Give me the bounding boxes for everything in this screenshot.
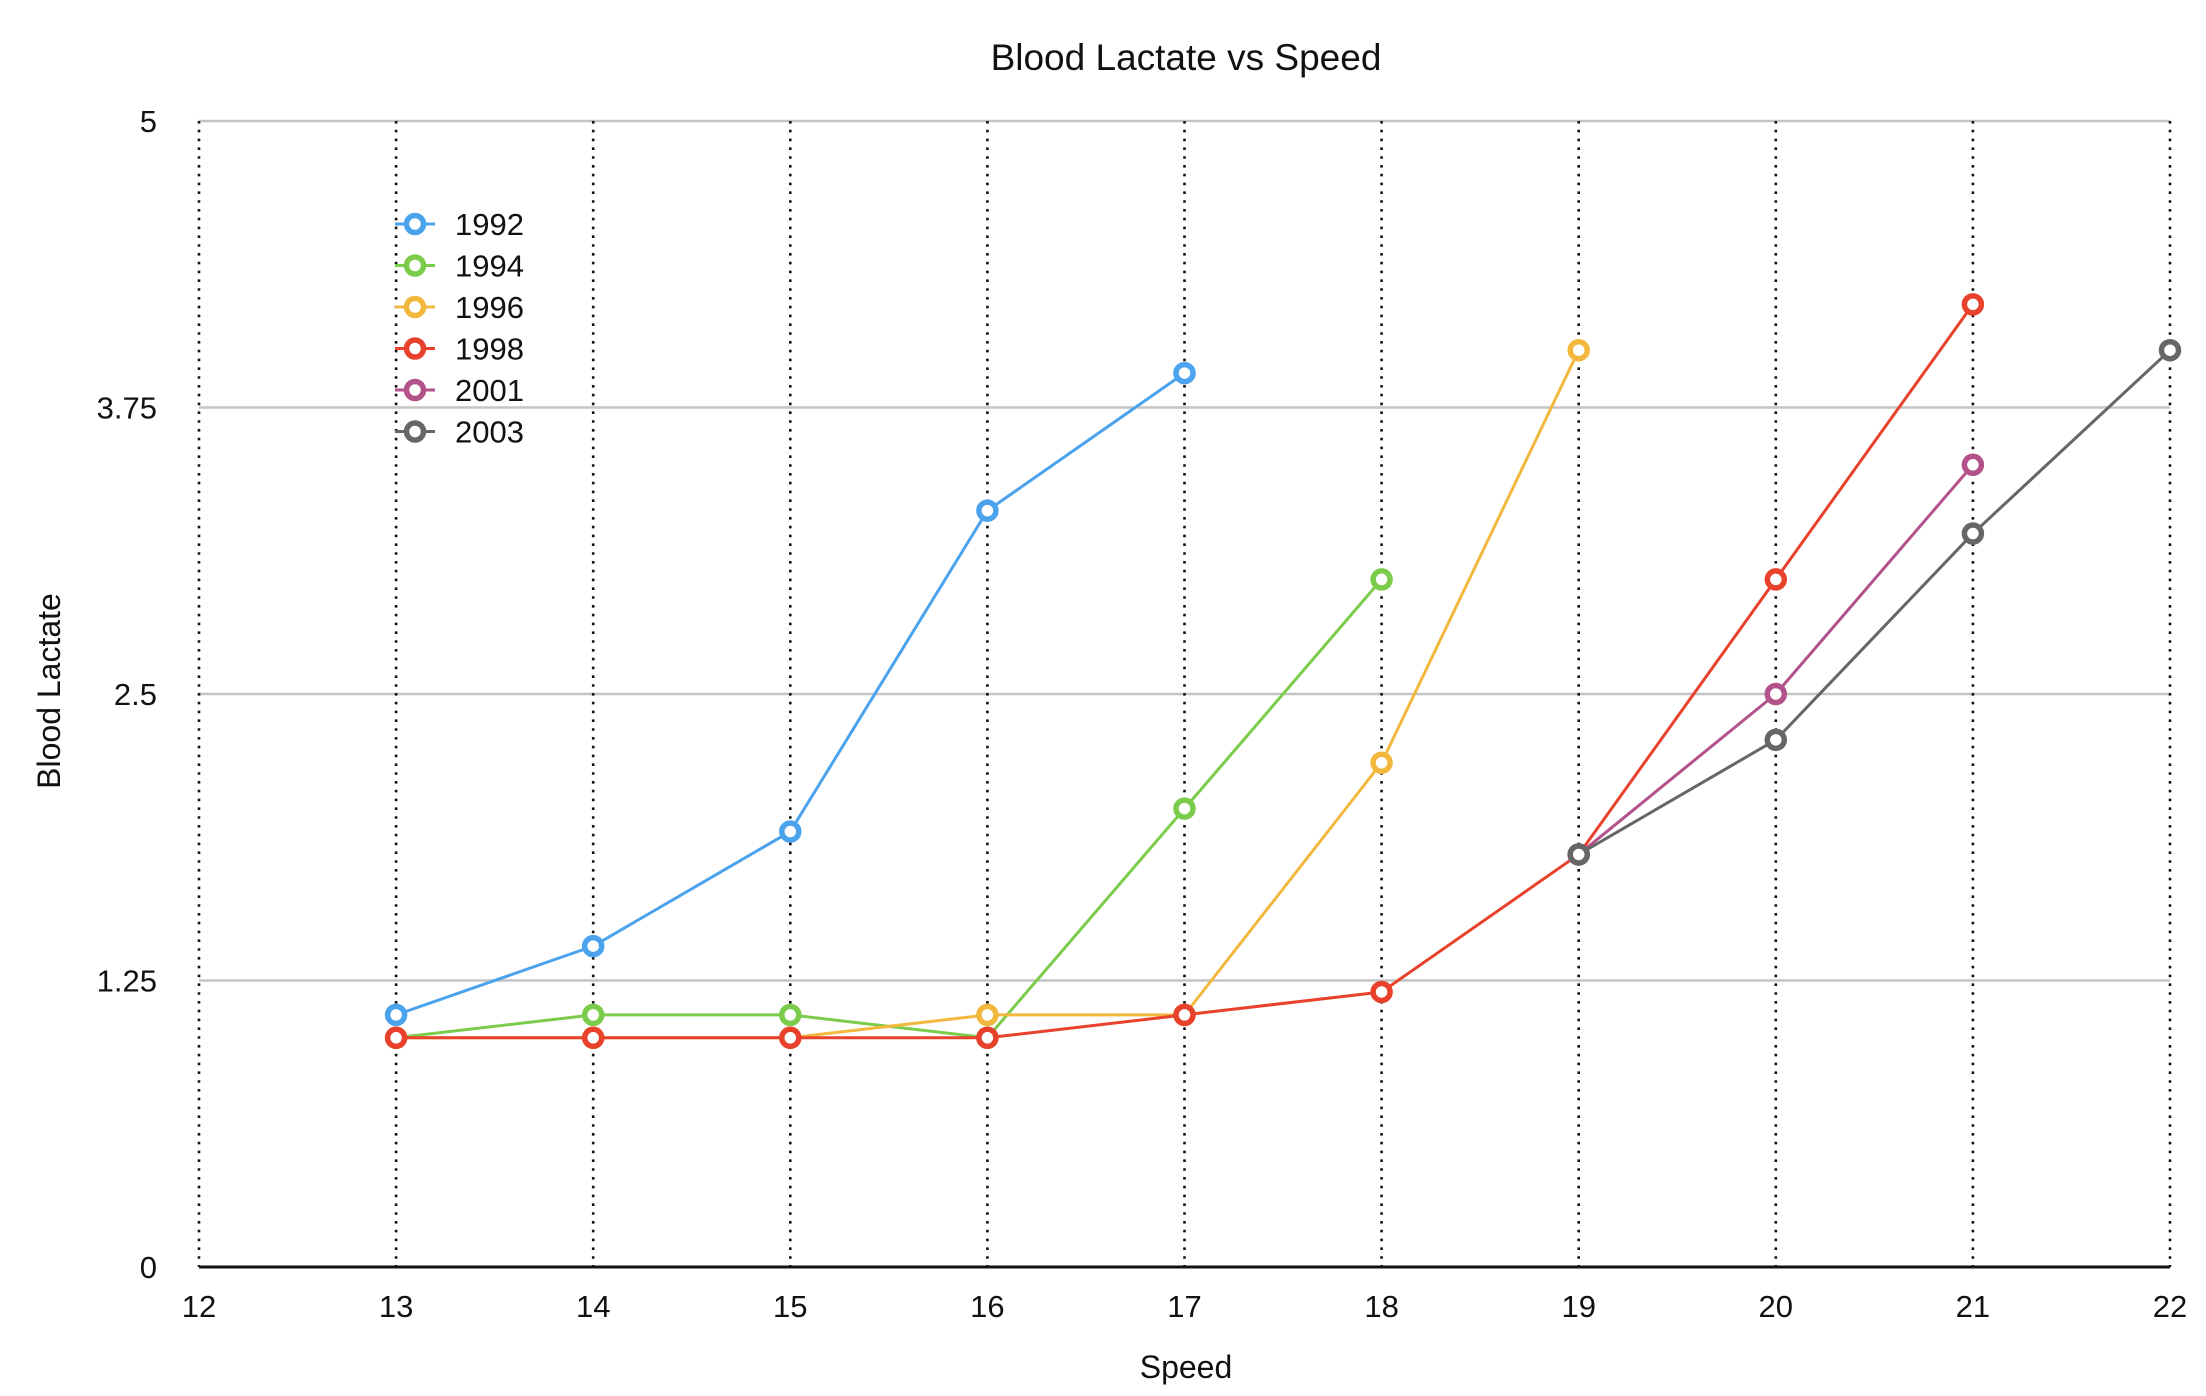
- legend-marker: [403, 254, 427, 277]
- x-tick-label: 17: [1167, 1289, 1201, 1324]
- series-line: [395, 578, 1383, 1040]
- legend-marker: [403, 420, 427, 443]
- legend: 1992 1994 1996 1998 2001 2003: [395, 207, 524, 450]
- axes: 0 1.25 2.5 3.75 5 12 13 14 15 16 17 18 19 20 21 22: [97, 104, 2188, 1324]
- data-point: [384, 1003, 408, 1027]
- data-point: [1567, 338, 1590, 362]
- x-tick-label: 19: [1561, 1289, 1595, 1324]
- y-axis-title: Blood Lactate: [31, 593, 67, 789]
- data-point: [976, 1026, 999, 1050]
- data-point: [1173, 1003, 1196, 1027]
- series-1994: [384, 568, 1393, 1050]
- legend-item: 1996: [395, 290, 524, 325]
- data-point: [1370, 980, 1393, 1004]
- data-point: [1961, 453, 1985, 477]
- legend-marker: [403, 378, 427, 402]
- legend-label: 2003: [455, 415, 524, 450]
- legend-item: 1992: [395, 207, 524, 242]
- x-tick-label: 12: [182, 1289, 216, 1324]
- data-point: [1370, 751, 1393, 775]
- legend-marker: [403, 212, 427, 236]
- x-axis-title: Speed: [1140, 1349, 1233, 1385]
- y-tick-label: 3.75: [97, 391, 157, 426]
- legend-marker: [403, 337, 427, 360]
- data-point: [779, 820, 802, 843]
- data-point: [1764, 728, 1788, 752]
- data-point: [581, 1026, 605, 1050]
- data-point: [384, 1026, 408, 1050]
- data-point: [779, 1026, 802, 1050]
- data-point: [1764, 682, 1788, 706]
- legend-label: 1992: [455, 207, 524, 242]
- series-line: [1577, 349, 2172, 856]
- x-tick-label: 14: [576, 1289, 610, 1324]
- data-point: [1961, 293, 1985, 316]
- legend-label: 1998: [455, 332, 524, 367]
- x-tick-label: 21: [1956, 1289, 1990, 1324]
- y-tick-label: 2.5: [114, 677, 157, 712]
- data-point: [2158, 338, 2182, 362]
- series-1992: [384, 361, 1196, 1027]
- data-point: [1173, 361, 1196, 385]
- data-point: [1567, 843, 1590, 866]
- data-point: [1370, 568, 1393, 591]
- x-tick-label: 13: [379, 1289, 413, 1324]
- legend-item: 1994: [395, 249, 524, 284]
- legend-label: 1994: [455, 249, 524, 284]
- x-tick-label: 16: [970, 1289, 1004, 1324]
- series-line: [396, 303, 1975, 1040]
- data-point: [1764, 568, 1788, 591]
- legend-item: 2001: [395, 373, 524, 408]
- y-tick-label: 1.25: [97, 964, 157, 999]
- series-2003: [1567, 338, 2182, 866]
- x-tick-label: 22: [2153, 1289, 2187, 1324]
- legend-item: 2003: [395, 415, 524, 450]
- data-point: [1173, 797, 1196, 820]
- data-point: [976, 499, 999, 522]
- x-tick-label: 18: [1364, 1289, 1398, 1324]
- legend-item: 1998: [395, 332, 524, 367]
- chart-title: Blood Lactate vs Speed: [991, 37, 1382, 78]
- x-tick-label: 20: [1759, 1289, 1793, 1324]
- series-group: [384, 293, 2182, 1050]
- y-tick-label: 0: [140, 1250, 157, 1285]
- legend-label: 1996: [455, 290, 524, 325]
- data-point: [581, 1003, 605, 1027]
- data-point: [779, 1003, 802, 1027]
- data-point: [1961, 522, 1985, 545]
- x-tick-label: 15: [773, 1289, 807, 1324]
- legend-marker: [403, 295, 427, 319]
- grid: [197, 119, 2172, 1267]
- y-tick-label: 5: [140, 104, 157, 139]
- legend-label: 2001: [455, 373, 524, 408]
- data-point: [581, 934, 605, 958]
- data-point: [976, 1003, 999, 1027]
